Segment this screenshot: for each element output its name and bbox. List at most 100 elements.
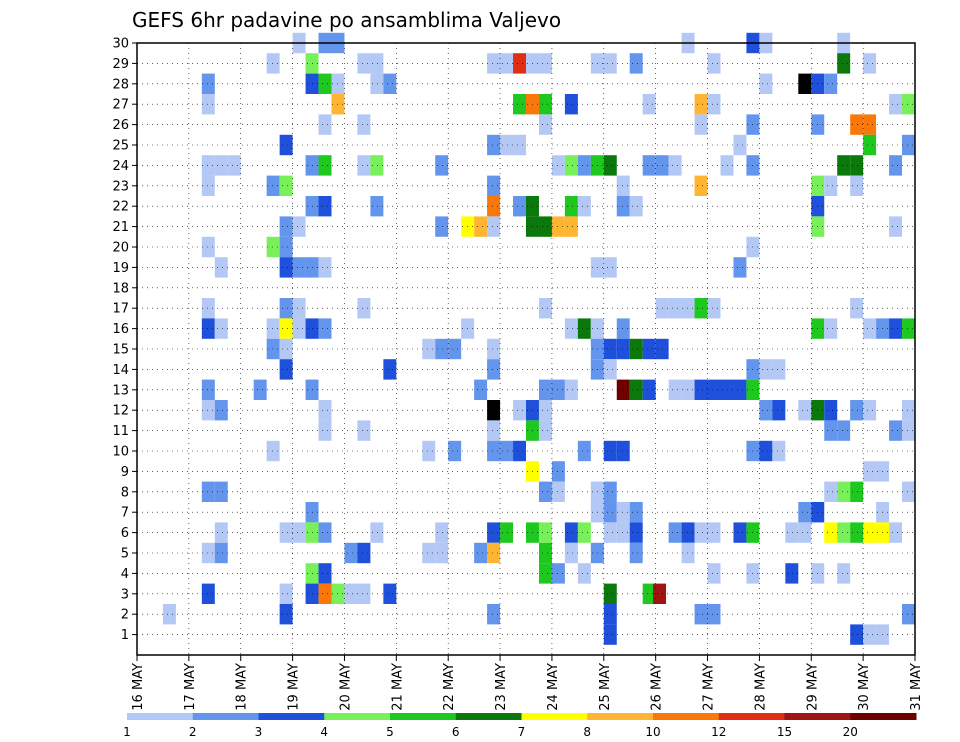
heatmap-cell bbox=[357, 542, 371, 564]
y-tick-label: 22 bbox=[112, 200, 129, 215]
heatmap-cell bbox=[551, 216, 565, 237]
heatmap-cell bbox=[824, 73, 838, 94]
heatmap-cell bbox=[292, 298, 306, 319]
heatmap-cell bbox=[577, 440, 591, 462]
heatmap-cell bbox=[603, 338, 617, 360]
heatmap-cell bbox=[538, 379, 552, 400]
heatmap-cell bbox=[681, 298, 695, 319]
colorbar-segment bbox=[127, 713, 194, 720]
heatmap-cell bbox=[266, 338, 280, 360]
x-tick-label: 30 MAY bbox=[857, 663, 872, 711]
heatmap-cell bbox=[487, 216, 501, 237]
colorbar-segment bbox=[784, 713, 851, 720]
heatmap-cell bbox=[759, 400, 773, 421]
heatmap-cell bbox=[370, 155, 384, 176]
heatmap-cell bbox=[513, 94, 526, 115]
heatmap-cell bbox=[564, 94, 578, 115]
heatmap-cell bbox=[759, 440, 773, 462]
heatmap-cell bbox=[487, 522, 501, 543]
heatmap-cell bbox=[253, 379, 267, 400]
y-tick-label: 2 bbox=[121, 608, 129, 623]
heatmap-cell bbox=[383, 359, 397, 380]
heatmap-cell bbox=[642, 379, 656, 400]
heatmap-cell bbox=[318, 400, 332, 421]
heatmap-cell bbox=[850, 400, 864, 421]
heatmap-cell bbox=[201, 298, 215, 319]
heatmap-cell bbox=[435, 338, 449, 360]
heatmap-cell bbox=[201, 400, 215, 421]
heatmap-cell bbox=[214, 257, 228, 278]
colorbar-label: 20 bbox=[843, 725, 858, 739]
heatmap-cell bbox=[863, 114, 877, 135]
heatmap-cell bbox=[487, 53, 501, 74]
heatmap-cell bbox=[214, 522, 228, 543]
heatmap-cell bbox=[850, 155, 864, 176]
heatmap-cell bbox=[733, 379, 747, 400]
heatmap-cell bbox=[279, 583, 293, 604]
heatmap-cell bbox=[850, 522, 864, 543]
heatmap-cell bbox=[889, 522, 903, 543]
heatmap-cell bbox=[292, 318, 306, 339]
heatmap-cell bbox=[538, 114, 552, 135]
heatmap-cell bbox=[720, 379, 734, 400]
heatmap-cell bbox=[500, 53, 514, 74]
heatmap-cell bbox=[902, 94, 915, 115]
x-tick-label: 24 MAY bbox=[546, 663, 561, 711]
heatmap-cell bbox=[616, 318, 630, 339]
heatmap-cell bbox=[653, 583, 667, 604]
heatmap-cell bbox=[733, 522, 747, 543]
heatmap-cell bbox=[577, 155, 591, 176]
heatmap-cell bbox=[564, 196, 578, 217]
heatmap-cell bbox=[837, 563, 851, 584]
heatmap-cell bbox=[357, 53, 371, 74]
heatmap-cell bbox=[474, 542, 488, 564]
heatmap-cell bbox=[318, 196, 332, 217]
heatmap-cell bbox=[538, 420, 552, 441]
heatmap-cell bbox=[707, 53, 721, 74]
heatmap-cell bbox=[201, 379, 215, 400]
heatmap-cell bbox=[603, 440, 617, 462]
heatmap-cell bbox=[357, 583, 371, 604]
x-tick-label: 28 MAY bbox=[753, 663, 768, 711]
heatmap-cell bbox=[422, 338, 436, 360]
heatmap-cell bbox=[422, 440, 436, 462]
heatmap-cell bbox=[850, 175, 864, 196]
heatmap-cell bbox=[201, 73, 215, 94]
heatmap-cell bbox=[201, 481, 215, 502]
heatmap-cell bbox=[785, 522, 799, 543]
heatmap-cell bbox=[824, 522, 838, 543]
heatmap-cell bbox=[668, 379, 682, 400]
heatmap-cell bbox=[837, 522, 851, 543]
heatmap-cell bbox=[487, 440, 501, 462]
heatmap-cell bbox=[513, 134, 526, 156]
heatmap-cell bbox=[551, 563, 565, 584]
heatmap-cell bbox=[370, 196, 384, 217]
heatmap-cell bbox=[707, 298, 721, 319]
heatmap-cell bbox=[513, 53, 526, 74]
x-tick-label: 23 MAY bbox=[494, 663, 509, 711]
y-tick-label: 10 bbox=[112, 445, 129, 460]
heatmap-cell bbox=[538, 216, 552, 237]
heatmap-cell bbox=[318, 114, 332, 135]
heatmap-cell bbox=[292, 522, 306, 543]
heatmap-cell bbox=[785, 563, 799, 584]
y-tick-label: 3 bbox=[121, 587, 129, 602]
heatmap-cell bbox=[629, 522, 643, 543]
heatmap-cell bbox=[422, 542, 436, 564]
colorbar-label: 10 bbox=[645, 725, 660, 739]
heatmap-cell bbox=[279, 298, 293, 319]
heatmap-cell bbox=[318, 73, 332, 94]
heatmap-cell bbox=[850, 481, 864, 502]
heatmap-cell bbox=[435, 522, 449, 543]
heatmap-cell bbox=[694, 298, 708, 319]
heatmap-cell bbox=[279, 216, 293, 237]
heatmap-cell bbox=[318, 318, 332, 339]
heatmap-cell bbox=[694, 94, 708, 115]
heatmap-cell bbox=[564, 318, 578, 339]
colorbar-label: 8 bbox=[583, 725, 591, 739]
heatmap-cell bbox=[577, 318, 591, 339]
heatmap-cell bbox=[357, 114, 371, 135]
heatmap-cell bbox=[629, 379, 643, 400]
y-tick-label: 30 bbox=[112, 37, 129, 52]
